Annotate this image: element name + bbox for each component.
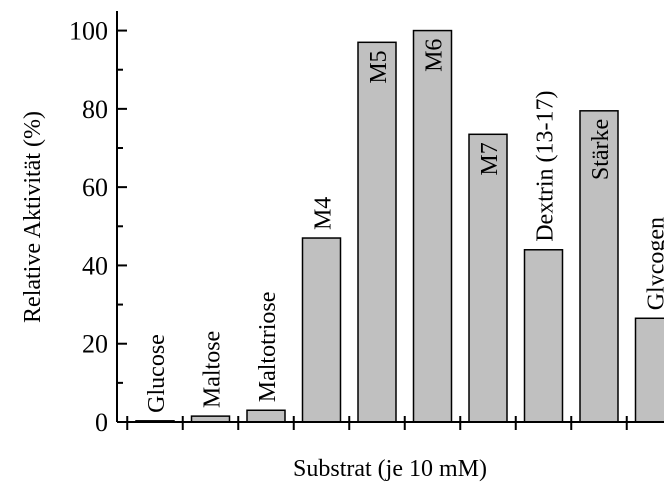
y-axis-ticks: 0 20 40 60 80 100 [69, 17, 127, 437]
y-tick-label: 80 [82, 95, 108, 124]
bar-category-label: Glycogen [644, 217, 664, 310]
bar [301, 237, 342, 423]
bar-category-label: Stärke [588, 119, 614, 180]
y-axis-title: Relative Aktivität (%) [20, 111, 46, 323]
bar-category-label: Dextrin (13-17) [533, 90, 559, 241]
bar-category-label: M7 [477, 142, 503, 175]
bar [357, 41, 397, 423]
y-tick-label: 40 [82, 251, 108, 280]
bar [523, 249, 564, 423]
bar [634, 317, 664, 423]
y-tick-label: 20 [82, 330, 108, 359]
bar [579, 110, 619, 423]
x-axis-title: Substrat (je 10 mM) [293, 456, 487, 482]
y-tick-label: 100 [69, 17, 108, 46]
bar-labels-group: Glucose Maltose Maltotriose M4 M5 M6 M7 Dextrin… [144, 39, 664, 413]
bar-category-label: M4 [311, 197, 337, 230]
bar [468, 133, 508, 423]
bar [412, 29, 453, 423]
y-tick-label: 60 [82, 173, 108, 202]
bar-category-label: Maltose [200, 331, 226, 408]
bar-category-label: Maltotriose [255, 292, 281, 403]
bar-category-label: Glucose [144, 334, 170, 413]
bar-category-label: M6 [422, 39, 448, 72]
bar [246, 409, 286, 423]
y-tick-label: 0 [95, 408, 108, 437]
bar-category-label: M5 [366, 50, 392, 83]
